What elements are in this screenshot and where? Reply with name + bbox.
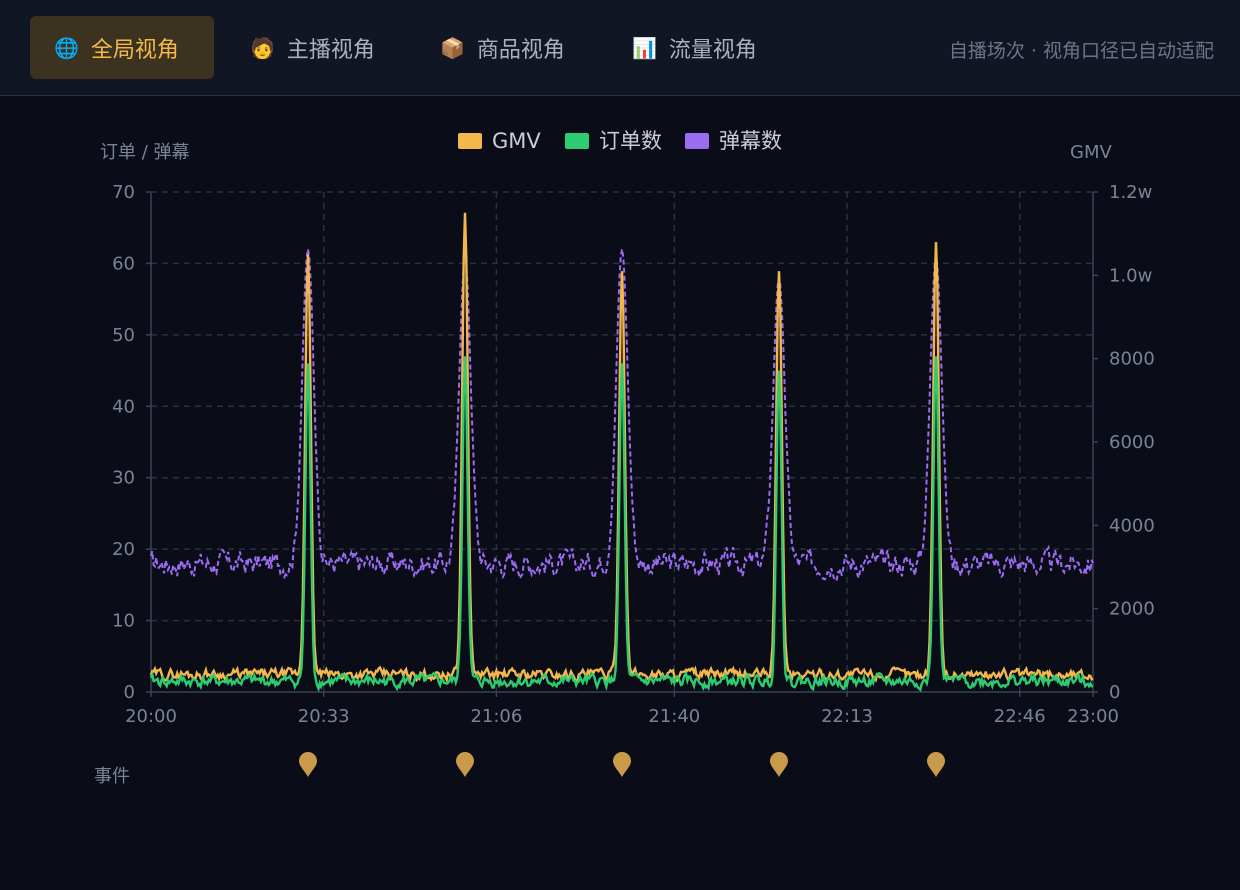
y-left-axis: 0 10 20 30 40 50 60 70 — [112, 182, 151, 703]
event-pin-icon[interactable] — [770, 752, 788, 777]
legend-item-orders[interactable]: 订单数 — [565, 129, 662, 153]
y-left-tick-label: 0 — [124, 682, 135, 703]
tab-streamer-label: 主播视角 — [286, 37, 375, 63]
y-right-tick-label: 4000 — [1109, 515, 1155, 536]
y-left-tick-label: 70 — [112, 182, 135, 203]
y-right-tick-label: 2000 — [1109, 599, 1155, 620]
legend-label-gmv: GMV — [492, 129, 541, 153]
y-left-tick-label: 30 — [112, 468, 135, 489]
y-right-axis: 0 2000 4000 6000 8000 1.0w 1.2w — [1093, 182, 1155, 703]
y-right-tick-label: 0 — [1109, 682, 1120, 703]
y-left-tick-label: 60 — [112, 253, 135, 274]
tab-traffic-label: 流量视角 — [668, 37, 757, 63]
x-tick-label: 23:00 — [1067, 706, 1119, 727]
tab-traffic[interactable]: 📊 流量视角 — [608, 16, 788, 79]
y-right-tick-label: 8000 — [1109, 349, 1155, 370]
y-left-tick-label: 50 — [112, 325, 135, 346]
y-right-tick-label: 1.0w — [1109, 265, 1152, 286]
tab-global[interactable]: 🌐 全局视角 — [30, 16, 214, 79]
y-left-tick-label: 40 — [112, 396, 135, 417]
series-layer — [149, 212, 1094, 693]
series-line-gmv — [149, 212, 1094, 684]
legend-item-gmv[interactable]: GMV — [458, 129, 541, 153]
top-bar: 🌐 全局视角 🧑 主播视角 📦 商品视角 📊 流量视角 自播场次 · 视角口径已… — [0, 0, 1240, 96]
y-left-axis-title: 订单 / 弹幕 — [100, 142, 190, 163]
globe-icon: 🌐 — [54, 35, 79, 60]
x-tick-label: 20:33 — [298, 706, 350, 727]
event-markers — [299, 752, 945, 777]
event-pin-icon[interactable] — [299, 752, 317, 777]
streamer-face-icon: 🧑 — [250, 35, 275, 60]
event-pin-icon[interactable] — [456, 752, 474, 777]
tab-streamer[interactable]: 🧑 主播视角 — [226, 16, 406, 79]
legend-swatch-danmaku — [685, 133, 709, 149]
y-right-axis-title: GMV — [1070, 142, 1112, 163]
event-pin-icon[interactable] — [927, 752, 945, 777]
event-pin-icon[interactable] — [613, 752, 631, 777]
legend-label-orders: 订单数 — [599, 129, 662, 153]
legend-swatch-gmv — [458, 133, 482, 149]
x-tick-label: 21:06 — [470, 706, 522, 727]
trend-chart: GMV 订单数 弹幕数 订单 / 弹幕 GMV 010203040506070 … — [94, 129, 1155, 787]
view-scope-note: 自播场次 · 视角口径已自动适配 — [948, 40, 1214, 62]
legend: GMV 订单数 弹幕数 — [458, 129, 782, 153]
x-tick-label: 21:40 — [648, 706, 700, 727]
event-row-label: 事件 — [94, 766, 130, 787]
x-axis: 20:00 20:33 21:06 21:40 22:13 22:46 23:00 — [125, 692, 1119, 727]
tab-global-label: 全局视角 — [90, 37, 179, 63]
bar-chart-icon: 📊 — [632, 35, 657, 60]
package-icon: 📦 — [440, 35, 465, 60]
legend-label-danmaku: 弹幕数 — [719, 129, 782, 153]
x-tick-label: 22:13 — [821, 706, 873, 727]
tab-product-label: 商品视角 — [476, 37, 565, 63]
y-left-tick-label: 20 — [112, 539, 135, 560]
tab-product[interactable]: 📦 商品视角 — [416, 16, 596, 79]
y-right-tick-label: 1.2w — [1109, 182, 1152, 203]
series-line-orders — [149, 356, 1094, 693]
legend-swatch-orders — [565, 133, 589, 149]
y-right-tick-label: 6000 — [1109, 432, 1155, 453]
x-tick-label: 22:46 — [994, 706, 1046, 727]
x-tick-label: 20:00 — [125, 706, 177, 727]
legend-item-danmaku[interactable]: 弹幕数 — [685, 129, 782, 153]
y-left-tick-label: 10 — [112, 611, 135, 632]
grid — [150, 191, 1094, 693]
